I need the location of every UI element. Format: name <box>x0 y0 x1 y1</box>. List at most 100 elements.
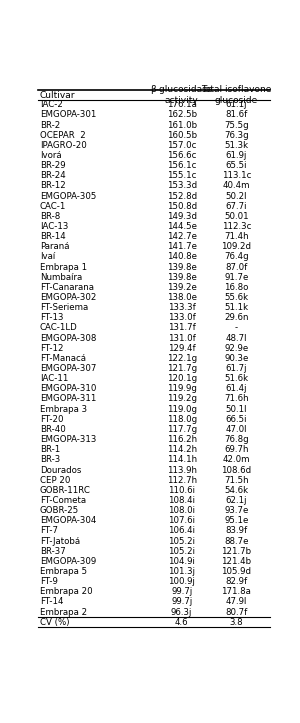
Text: EMGOPA-309: EMGOPA-309 <box>40 557 96 566</box>
Text: 109.2d: 109.2d <box>221 242 251 252</box>
Text: 171.8a: 171.8a <box>221 587 251 596</box>
Text: 133.0f: 133.0f <box>168 313 196 322</box>
Text: 114.1h: 114.1h <box>167 455 197 464</box>
Text: 157.0c: 157.0c <box>167 141 196 150</box>
Text: 122.1g: 122.1g <box>167 354 197 363</box>
Text: 105.2i: 105.2i <box>168 536 195 546</box>
Text: Ivorá: Ivorá <box>40 151 62 160</box>
Text: 142.7e: 142.7e <box>167 232 197 241</box>
Text: 140.8e: 140.8e <box>167 252 197 262</box>
Text: Embrapa 1: Embrapa 1 <box>40 262 87 272</box>
Text: FT-20: FT-20 <box>40 415 63 424</box>
Text: -: - <box>235 323 238 333</box>
Text: Embrapa 2: Embrapa 2 <box>40 607 87 617</box>
Text: FT-Canarana: FT-Canarana <box>40 283 94 292</box>
Text: 40.4m: 40.4m <box>223 181 250 190</box>
Text: BR-37: BR-37 <box>40 547 66 556</box>
Text: 93.7e: 93.7e <box>224 506 248 515</box>
Text: 71.5h: 71.5h <box>224 476 249 484</box>
Text: 121.4b: 121.4b <box>221 557 251 566</box>
Text: 92.9e: 92.9e <box>224 343 248 353</box>
Text: 156.6c: 156.6c <box>167 151 196 160</box>
Text: BR-3: BR-3 <box>40 455 60 464</box>
Text: 69.7h: 69.7h <box>224 445 248 454</box>
Text: 113.9h: 113.9h <box>167 466 197 474</box>
Text: BR-1: BR-1 <box>40 445 60 454</box>
Text: 76.8g: 76.8g <box>224 435 249 444</box>
Text: 54.6k: 54.6k <box>224 486 248 495</box>
Text: Numbaíra: Numbaíra <box>40 273 82 282</box>
Text: BR-40: BR-40 <box>40 425 66 434</box>
Text: 119.2g: 119.2g <box>167 395 197 403</box>
Text: 95.1e: 95.1e <box>224 516 248 525</box>
Text: Dourados: Dourados <box>40 466 81 474</box>
Text: 51.6k: 51.6k <box>224 375 248 383</box>
Text: 108.4i: 108.4i <box>168 496 195 505</box>
Text: 149.3d: 149.3d <box>167 212 197 221</box>
Text: 141.7e: 141.7e <box>167 242 197 252</box>
Text: 65.5i: 65.5i <box>226 161 247 170</box>
Text: GOBR-11RC: GOBR-11RC <box>40 486 91 495</box>
Text: 51.1k: 51.1k <box>224 303 248 312</box>
Text: 88.7e: 88.7e <box>224 536 248 546</box>
Text: 62.1j: 62.1j <box>226 496 247 505</box>
Text: 129.4f: 129.4f <box>168 343 196 353</box>
Text: 110.6i: 110.6i <box>168 486 195 495</box>
Text: 67.7i: 67.7i <box>226 202 247 210</box>
Text: EMGOPA-310: EMGOPA-310 <box>40 385 96 393</box>
Text: EMGOPA-305: EMGOPA-305 <box>40 192 96 200</box>
Text: 139.8e: 139.8e <box>167 262 196 272</box>
Text: 152.8d: 152.8d <box>167 192 197 200</box>
Text: 112.3c: 112.3c <box>222 222 251 231</box>
Text: 131.0f: 131.0f <box>168 333 196 343</box>
Text: BR-8: BR-8 <box>40 212 60 221</box>
Text: 51.3k: 51.3k <box>224 141 248 150</box>
Text: 139.8e: 139.8e <box>167 273 196 282</box>
Text: 99.7j: 99.7j <box>171 587 192 596</box>
Text: Paraná: Paraná <box>40 242 69 252</box>
Text: 105.2i: 105.2i <box>168 547 195 556</box>
Text: BR-12: BR-12 <box>40 181 66 190</box>
Text: CEP 20: CEP 20 <box>40 476 70 484</box>
Text: CAC-1: CAC-1 <box>40 202 66 210</box>
Text: 55.6k: 55.6k <box>224 293 248 302</box>
Text: 138.0e: 138.0e <box>167 293 197 302</box>
Text: 155.1c: 155.1c <box>167 171 196 180</box>
Text: CV (%): CV (%) <box>40 618 69 627</box>
Text: 71.4h: 71.4h <box>224 232 249 241</box>
Text: 162.5b: 162.5b <box>167 111 197 119</box>
Text: 113.1c: 113.1c <box>222 171 251 180</box>
Text: 47.9l: 47.9l <box>226 597 247 607</box>
Text: 47.0l: 47.0l <box>226 425 247 434</box>
Text: 150.8d: 150.8d <box>167 202 197 210</box>
Text: β-glucosidase
activity: β-glucosidase activity <box>151 85 213 105</box>
Text: EMGOPA-311: EMGOPA-311 <box>40 395 96 403</box>
Text: FT-7: FT-7 <box>40 526 58 535</box>
Text: 61.1j: 61.1j <box>226 100 247 109</box>
Text: 104.9i: 104.9i <box>168 557 195 566</box>
Text: 119.0g: 119.0g <box>167 405 197 414</box>
Text: 118.0g: 118.0g <box>167 415 197 424</box>
Text: 107.6i: 107.6i <box>168 516 195 525</box>
Text: 3.8: 3.8 <box>230 618 243 627</box>
Text: FT-Seriema: FT-Seriema <box>40 303 88 312</box>
Text: FT-14: FT-14 <box>40 597 63 607</box>
Text: 66.5i: 66.5i <box>226 415 247 424</box>
Text: 42.0m: 42.0m <box>223 455 250 464</box>
Text: 114.2h: 114.2h <box>167 445 197 454</box>
Text: 121.7g: 121.7g <box>167 364 197 373</box>
Text: 90.3e: 90.3e <box>224 354 248 363</box>
Text: 87.0f: 87.0f <box>225 262 248 272</box>
Text: 16.8o: 16.8o <box>224 283 248 292</box>
Text: 112.7h: 112.7h <box>167 476 197 484</box>
Text: GOBR-25: GOBR-25 <box>40 506 79 515</box>
Text: FT-Cometa: FT-Cometa <box>40 496 86 505</box>
Text: 61.7j: 61.7j <box>226 364 247 373</box>
Text: 81.6f: 81.6f <box>225 111 248 119</box>
Text: Total isoflavone
glucoside: Total isoflavone glucoside <box>201 85 272 105</box>
Text: EMGOPA-302: EMGOPA-302 <box>40 293 96 302</box>
Text: 156.1c: 156.1c <box>167 161 196 170</box>
Text: 160.5b: 160.5b <box>167 131 197 140</box>
Text: 120.1g: 120.1g <box>167 375 197 383</box>
Text: 108.6d: 108.6d <box>221 466 251 474</box>
